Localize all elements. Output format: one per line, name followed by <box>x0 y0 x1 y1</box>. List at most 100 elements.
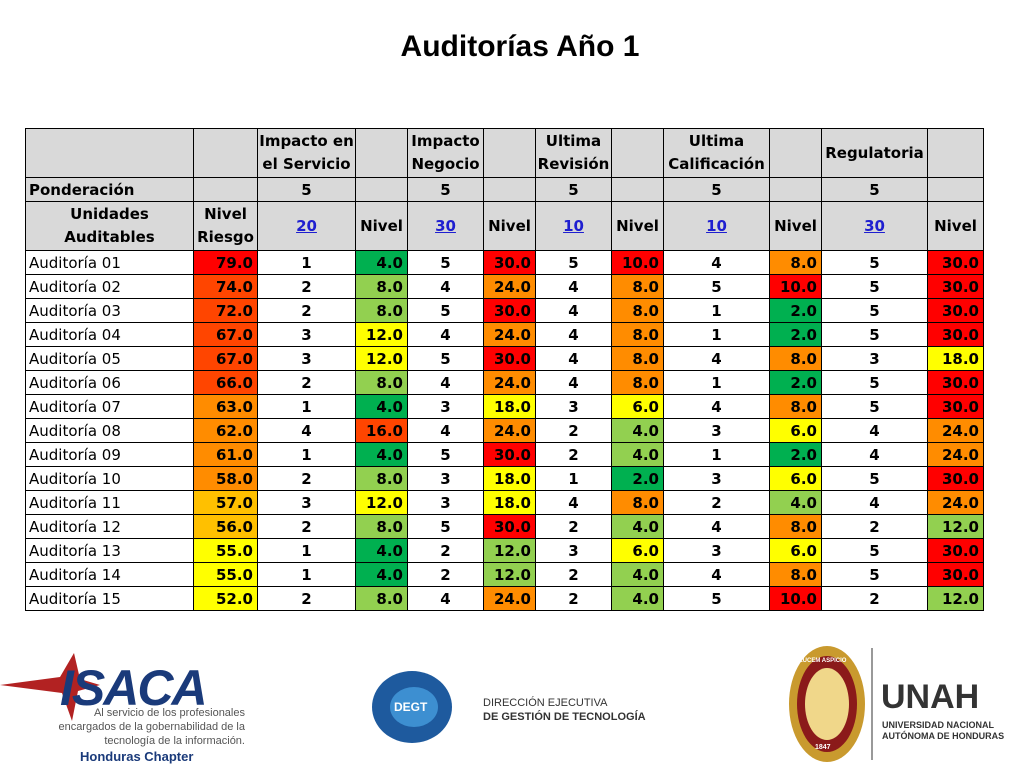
header-nivel: Nivel <box>355 201 408 251</box>
audit-name: Auditoría 15 <box>25 586 194 611</box>
weight-link[interactable]: 10 <box>535 201 612 251</box>
nivel-cell: 8.0 <box>355 274 408 299</box>
value-cell: 3 <box>535 394 612 419</box>
weight-link[interactable]: 20 <box>257 201 356 251</box>
nivel-cell: 8.0 <box>611 274 664 299</box>
header-row-3: Unidades Auditables Nivel Riesgo 20 Nive… <box>25 201 984 251</box>
nivel-cell: 10.0 <box>769 274 822 299</box>
degt-logo: DEGT DIRECCIÓN EJECUTIVA DE GESTIÓN DE T… <box>370 655 670 755</box>
nivel-cell: 4.0 <box>611 418 664 443</box>
value-cell: 4 <box>535 274 612 299</box>
header-nivel: Nivel <box>769 201 822 251</box>
nivel-cell: 30.0 <box>483 442 536 467</box>
nivel-cell: 30.0 <box>927 298 984 323</box>
nivel-cell: 4.0 <box>769 490 822 515</box>
header-empty <box>193 177 258 202</box>
header-regulatoria: Regulatoria <box>821 128 928 178</box>
value-cell: 3 <box>535 538 612 563</box>
nivel-cell: 12.0 <box>355 322 408 347</box>
nivel-cell: 6.0 <box>769 466 822 491</box>
nivel-cell: 30.0 <box>927 322 984 347</box>
nivel-cell: 24.0 <box>483 274 536 299</box>
value-cell: 1 <box>257 562 356 587</box>
nivel-riesgo-cell: 63.0 <box>193 394 258 419</box>
header-empty <box>927 128 984 178</box>
nivel-cell: 10.0 <box>611 250 664 275</box>
nivel-cell: 12.0 <box>483 538 536 563</box>
weight-link[interactable]: 10 <box>663 201 770 251</box>
value-cell: 2 <box>257 370 356 395</box>
nivel-cell: 30.0 <box>927 370 984 395</box>
nivel-cell: 18.0 <box>483 466 536 491</box>
value-cell: 3 <box>257 490 356 515</box>
value-cell: 4 <box>535 490 612 515</box>
value-cell: 2 <box>535 562 612 587</box>
nivel-riesgo-cell: 56.0 <box>193 514 258 539</box>
value-cell: 1 <box>257 442 356 467</box>
value-cell: 2 <box>821 586 928 611</box>
value-cell: 5 <box>821 394 928 419</box>
value-cell: 4 <box>663 562 770 587</box>
nivel-cell: 8.0 <box>769 394 822 419</box>
header-empty <box>611 128 664 178</box>
nivel-cell: 30.0 <box>927 274 984 299</box>
nivel-riesgo-cell: 57.0 <box>193 490 258 515</box>
nivel-cell: 4.0 <box>611 442 664 467</box>
unah-subtitle: AUTÓNOMA DE HONDURAS <box>882 731 1005 741</box>
audit-table: Impacto en el Servicio Impacto Negocio U… <box>25 128 984 611</box>
header-ultima-revision: Ultima Revisión <box>535 128 612 178</box>
nivel-cell: 30.0 <box>483 298 536 323</box>
table-row: Auditoría 12 56.0 2 8.0 5 30.0 2 4.0 4 8.0 2 12.0 <box>25 514 984 539</box>
nivel-cell: 2.0 <box>769 322 822 347</box>
value-cell: 5 <box>821 538 928 563</box>
isaca-tagline: Al servicio de los profesionales <box>93 707 245 719</box>
table-row: Auditoría 08 62.0 4 16.0 4 24.0 2 4.0 3 6.0 4 24.0 <box>25 418 984 443</box>
nivel-cell: 24.0 <box>927 418 984 443</box>
audit-name: Auditoría 01 <box>25 250 194 275</box>
value-cell: 1 <box>535 466 612 491</box>
value-cell: 3 <box>821 346 928 371</box>
value-cell: 5 <box>821 562 928 587</box>
audit-name: Auditoría 04 <box>25 322 194 347</box>
audit-name: Auditoría 10 <box>25 466 194 491</box>
value-cell: 3 <box>407 394 484 419</box>
isaca-chapter: Honduras Chapter <box>80 749 194 764</box>
audit-name: Auditoría 03 <box>25 298 194 323</box>
nivel-cell: 8.0 <box>355 298 408 323</box>
nivel-cell: 6.0 <box>611 394 664 419</box>
nivel-cell: 2.0 <box>611 466 664 491</box>
audit-name: Auditoría 09 <box>25 442 194 467</box>
header-unidades-auditables: Unidades Auditables <box>25 201 194 251</box>
table-row: Auditoría 13 55.0 1 4.0 2 12.0 3 6.0 3 6.0 5 30.0 <box>25 538 984 563</box>
header-empty <box>927 177 984 202</box>
nivel-riesgo-cell: 55.0 <box>193 538 258 563</box>
value-cell: 1 <box>663 442 770 467</box>
nivel-riesgo-cell: 72.0 <box>193 298 258 323</box>
audit-name: Auditoría 06 <box>25 370 194 395</box>
weight-link[interactable]: 30 <box>821 201 928 251</box>
nivel-cell: 18.0 <box>483 490 536 515</box>
header-impacto-servicio: Impacto en el Servicio <box>257 128 356 178</box>
weight-link[interactable]: 30 <box>407 201 484 251</box>
audit-name: Auditoría 13 <box>25 538 194 563</box>
value-cell: 5 <box>821 250 928 275</box>
value-cell: 4 <box>821 418 928 443</box>
value-cell: 4 <box>407 322 484 347</box>
header-impacto-negocio: Impacto Negocio <box>407 128 484 178</box>
value-cell: 2 <box>407 538 484 563</box>
audit-name: Auditoría 07 <box>25 394 194 419</box>
value-cell: 4 <box>821 442 928 467</box>
nivel-cell: 24.0 <box>483 370 536 395</box>
unah-subtitle: UNIVERSIDAD NACIONAL <box>882 720 995 730</box>
value-cell: 5 <box>407 298 484 323</box>
value-cell: 5 <box>821 322 928 347</box>
nivel-cell: 4.0 <box>355 562 408 587</box>
unah-seal-year: 1847 <box>815 744 831 751</box>
header-empty <box>769 128 822 178</box>
nivel-cell: 8.0 <box>355 466 408 491</box>
audit-name: Auditoría 08 <box>25 418 194 443</box>
nivel-cell: 12.0 <box>927 514 984 539</box>
nivel-cell: 12.0 <box>355 490 408 515</box>
nivel-cell: 12.0 <box>483 562 536 587</box>
nivel-cell: 30.0 <box>927 250 984 275</box>
